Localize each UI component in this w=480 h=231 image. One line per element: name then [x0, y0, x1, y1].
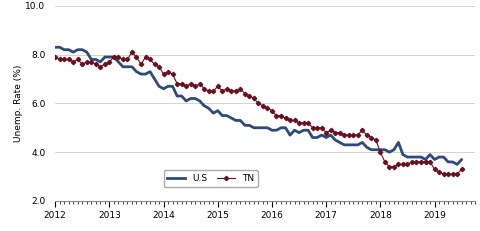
Text: JULY 2019: JULY 2019 — [6, 11, 60, 21]
Text: TENNESSEE AND UNITED STATES UNEMPLOYMENT RATES: TENNESSEE AND UNITED STATES UNEMPLOYMENT… — [42, 11, 376, 21]
Legend: U.S, TN: U.S, TN — [164, 170, 258, 187]
Y-axis label: Unemp. Rate (%): Unemp. Rate (%) — [13, 65, 23, 142]
